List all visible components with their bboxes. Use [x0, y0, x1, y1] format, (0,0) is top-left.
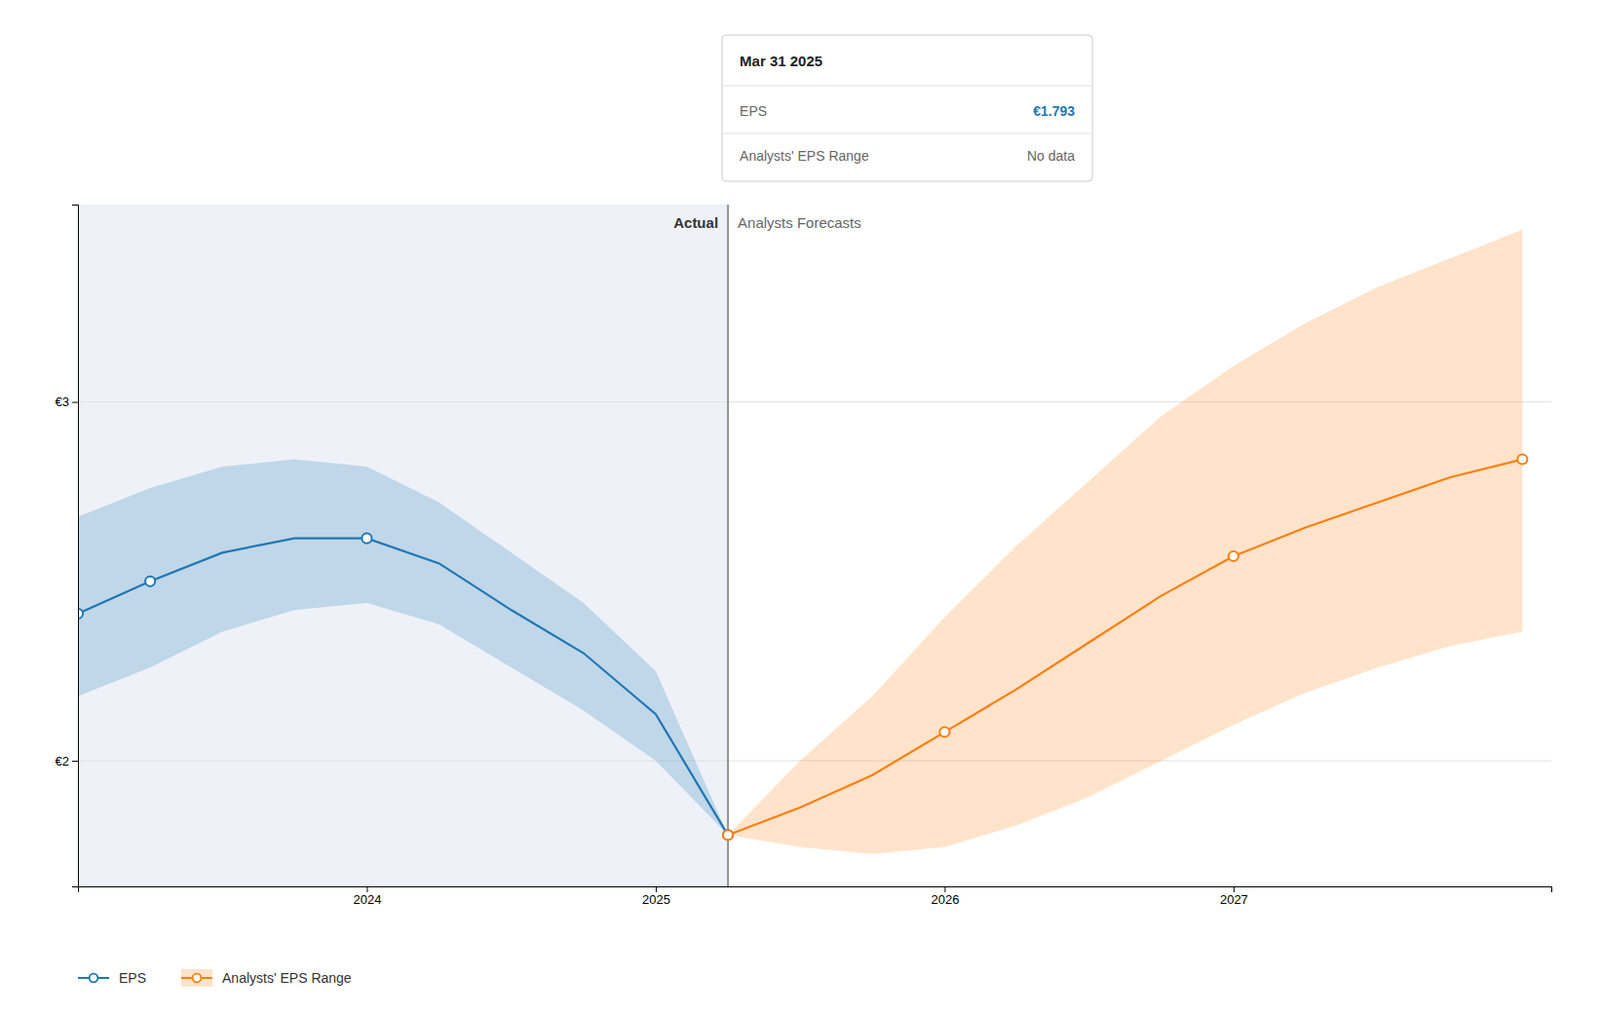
divider	[726, 204, 728, 887]
marker	[145, 576, 155, 587]
data	[77, 204, 1527, 887]
marker	[361, 533, 372, 544]
plot: Actual Analysts Forecasts 2024 2025 2026 2027…	[55, 204, 1553, 908]
x-axis-line	[78, 887, 1553, 894]
marker	[723, 830, 733, 840]
marker	[939, 727, 950, 738]
x-tick-mark	[1233, 886, 1235, 893]
x-tick-mark	[655, 886, 657, 893]
x-tick: 2025	[642, 886, 671, 908]
x-tick-label: 2024	[353, 892, 382, 908]
tooltip-value: €1.793	[1032, 103, 1075, 119]
x-tick-label: 2025	[642, 892, 671, 908]
marker	[1228, 551, 1239, 562]
y-axis: €2 €3	[55, 205, 79, 888]
y-tick: €2	[55, 754, 78, 769]
tooltip: Mar 31 2025 EPS €1.793 Analysts' EPS Range N…	[722, 35, 1093, 182]
y-tick-mark	[72, 761, 78, 762]
legend-swatch-marker	[89, 974, 99, 984]
x-tick: 2024	[353, 886, 382, 908]
y-tick-mark	[72, 402, 78, 404]
band	[77, 459, 728, 837]
x-tick-label: 2026	[930, 892, 959, 908]
tooltip-value: No data	[1027, 148, 1075, 164]
tooltip-separator	[722, 133, 1093, 135]
legend: EPS Analysts' EPS Range	[77, 969, 352, 988]
actual-region	[77, 204, 728, 887]
annotation: Actual	[673, 214, 719, 231]
line	[727, 459, 1523, 837]
y-tick-label: €2	[55, 754, 70, 769]
x-tick: 2027	[1219, 886, 1249, 908]
legend-item: EPS	[77, 970, 147, 987]
marker	[1517, 455, 1527, 465]
y-tick-label: €3	[55, 394, 70, 410]
tooltip-separator	[722, 85, 1093, 87]
marker	[723, 830, 733, 840]
tooltip-label: Analysts' EPS Range	[739, 148, 870, 164]
tooltip-box	[722, 35, 1093, 182]
annotation: Analysts Forecasts	[737, 214, 862, 231]
annotations: Actual Analysts Forecasts	[673, 214, 862, 231]
line	[77, 538, 728, 837]
x-tick-label: 2027	[1219, 892, 1249, 908]
x-tick: 2026	[930, 886, 959, 908]
x-axis: 2024 2025 2026 2027	[78, 886, 1553, 908]
legend-swatch-marker	[192, 974, 202, 984]
background	[77, 204, 728, 887]
y-axis-line	[72, 205, 79, 888]
legend-label: EPS	[118, 970, 147, 987]
band	[727, 229, 1523, 855]
x-tick-mark	[944, 886, 946, 893]
y-tick: €3	[55, 394, 78, 410]
tooltip-title: Mar 31 2025	[739, 52, 823, 70]
legend-swatch-band	[181, 969, 213, 988]
legend-item: Analysts' EPS Range	[181, 969, 352, 988]
tooltip-label: EPS	[739, 103, 767, 119]
chart: Actual Analysts Forecasts 2024 2025 2026 2027…	[0, 0, 1600, 1013]
legend-label: Analysts' EPS Range	[222, 970, 352, 987]
x-tick-mark	[366, 886, 368, 893]
